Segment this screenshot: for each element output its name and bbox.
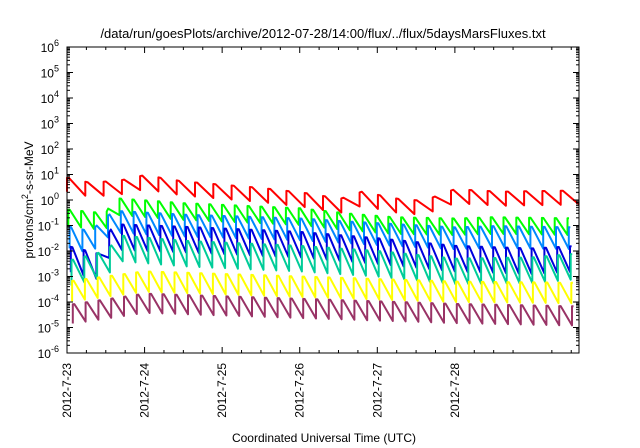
y-tick-label: 10-4 bbox=[38, 293, 59, 310]
series-line-5 bbox=[70, 234, 573, 286]
y-tick-label: 102 bbox=[41, 140, 59, 157]
x-tick-label: 2012-7-24 bbox=[138, 363, 152, 418]
series-line-2 bbox=[67, 197, 569, 236]
series-line-3 bbox=[68, 210, 571, 253]
y-tick-label: 10-3 bbox=[38, 268, 59, 285]
y-axis-label-pre: protons/cm bbox=[22, 199, 36, 258]
y-tick-label: 101 bbox=[41, 166, 59, 183]
x-tick-label: 2012-7-27 bbox=[370, 363, 384, 418]
x-tick-label: 2012-7-26 bbox=[293, 363, 307, 418]
y-axis-label-sup: 2 bbox=[20, 194, 30, 199]
y-tick-label: 10-5 bbox=[38, 319, 59, 336]
y-axis: 10-6 10-5 10-4 10-3 10-2 10-1 100 101 102 103 104 1… bbox=[38, 38, 579, 361]
x-tick-label: 2012-7-25 bbox=[215, 363, 229, 418]
chart-title: /data/run/goesPlots/archive/2012-07-28/1… bbox=[100, 26, 546, 41]
y-tick-label: 105 bbox=[41, 64, 59, 81]
x-axis-label: Coordinated Universal Time (UTC) bbox=[232, 431, 416, 445]
y-tick-label: 10-6 bbox=[38, 344, 59, 361]
y-tick-label: 10-2 bbox=[38, 242, 59, 259]
x-tick-label: 2012-7-28 bbox=[448, 363, 462, 418]
series-layer bbox=[66, 174, 580, 327]
series-line-6 bbox=[71, 270, 573, 305]
y-tick-label: 10-1 bbox=[38, 217, 59, 234]
y-tick-label: 103 bbox=[41, 115, 59, 132]
y-axis-label-post: -s-sr-MeV bbox=[22, 141, 36, 194]
x-tick-label: 2012-7-23 bbox=[60, 363, 74, 418]
y-tick-label: 106 bbox=[41, 38, 59, 55]
y-axis-label: protons/cm2-s-sr-MeV bbox=[20, 141, 36, 258]
y-tick-label: 104 bbox=[41, 89, 59, 106]
series-line-7 bbox=[71, 292, 574, 327]
y-tick-label: 100 bbox=[41, 191, 59, 208]
x-axis: 2012-7-23 2012-7-24 2012-7-25 2012-7-26 2012… bbox=[60, 47, 572, 418]
series-line-1 bbox=[66, 174, 580, 216]
